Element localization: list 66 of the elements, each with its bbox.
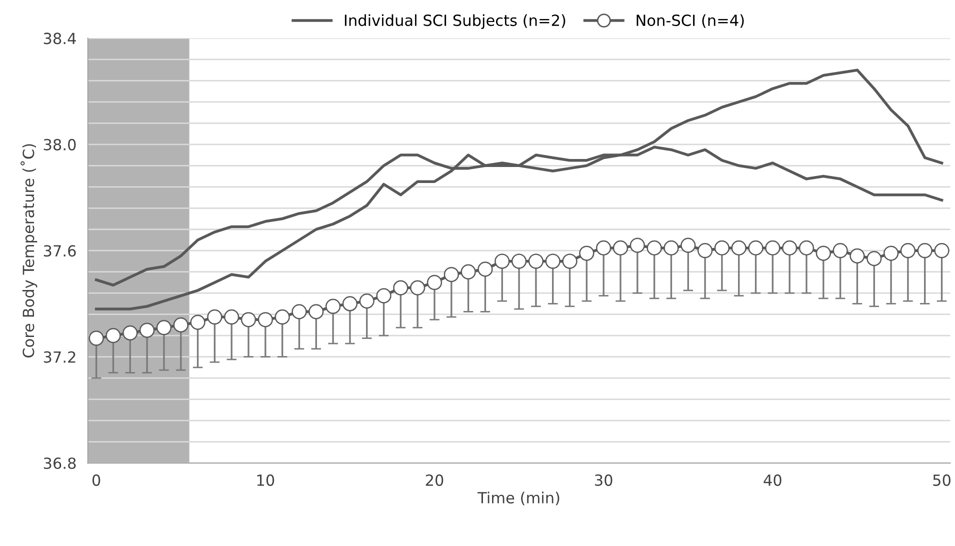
point	[122, 325, 138, 340]
point	[342, 296, 358, 312]
point	[494, 254, 510, 269]
point	[139, 322, 155, 338]
point	[646, 240, 662, 256]
point	[934, 243, 950, 258]
y-tick-label: 36.8	[44, 457, 76, 470]
point	[579, 246, 594, 261]
point	[630, 238, 645, 253]
point	[664, 240, 679, 256]
point	[410, 280, 426, 296]
point	[782, 240, 798, 256]
point	[545, 254, 560, 269]
point	[816, 246, 831, 261]
point	[900, 243, 916, 258]
point	[866, 251, 882, 266]
point	[748, 240, 764, 256]
point	[697, 243, 713, 258]
point	[478, 262, 493, 277]
point	[258, 312, 273, 328]
x-tick-label: 10	[257, 474, 274, 486]
point	[274, 309, 290, 325]
x-tick-label: 30	[595, 474, 612, 486]
y-tick-label: 37.2	[44, 351, 76, 363]
point	[612, 240, 628, 256]
point	[917, 243, 932, 258]
point	[106, 328, 121, 344]
x-tick-label: 40	[764, 474, 782, 486]
point	[224, 309, 240, 325]
point	[850, 248, 865, 264]
x-tick-label: 0	[92, 474, 100, 486]
point	[883, 246, 899, 261]
point	[562, 254, 578, 269]
y-tick-label: 38.0	[44, 138, 76, 150]
point	[460, 264, 476, 280]
point	[765, 240, 780, 256]
legend-label: Non-SCI (n=4)	[636, 14, 744, 28]
point	[426, 274, 442, 290]
point	[173, 317, 188, 333]
point	[444, 266, 459, 282]
x-tick-label: 50	[933, 474, 950, 486]
point	[88, 330, 104, 346]
x-axis-title: Time (min)	[478, 492, 560, 506]
y-tick-label: 38.4	[44, 32, 76, 44]
point	[798, 240, 814, 256]
point	[511, 254, 527, 269]
point	[376, 288, 392, 304]
point	[714, 240, 730, 256]
point	[731, 240, 746, 256]
point	[240, 312, 256, 328]
y-tick-label: 37.6	[44, 245, 76, 257]
y-axis-title: Core Body Temperature (˚C)	[20, 144, 38, 358]
point	[292, 304, 307, 320]
legend-label: Individual SCI Subjects (n=2)	[344, 14, 566, 30]
point	[190, 314, 206, 330]
point	[325, 298, 341, 314]
point	[207, 309, 222, 325]
point	[528, 254, 544, 269]
point	[156, 320, 172, 336]
point	[596, 240, 612, 256]
point	[680, 238, 696, 253]
x-tick-label: 20	[426, 474, 444, 486]
point	[359, 293, 374, 309]
point	[832, 243, 848, 258]
point	[393, 280, 408, 296]
point	[308, 304, 324, 320]
